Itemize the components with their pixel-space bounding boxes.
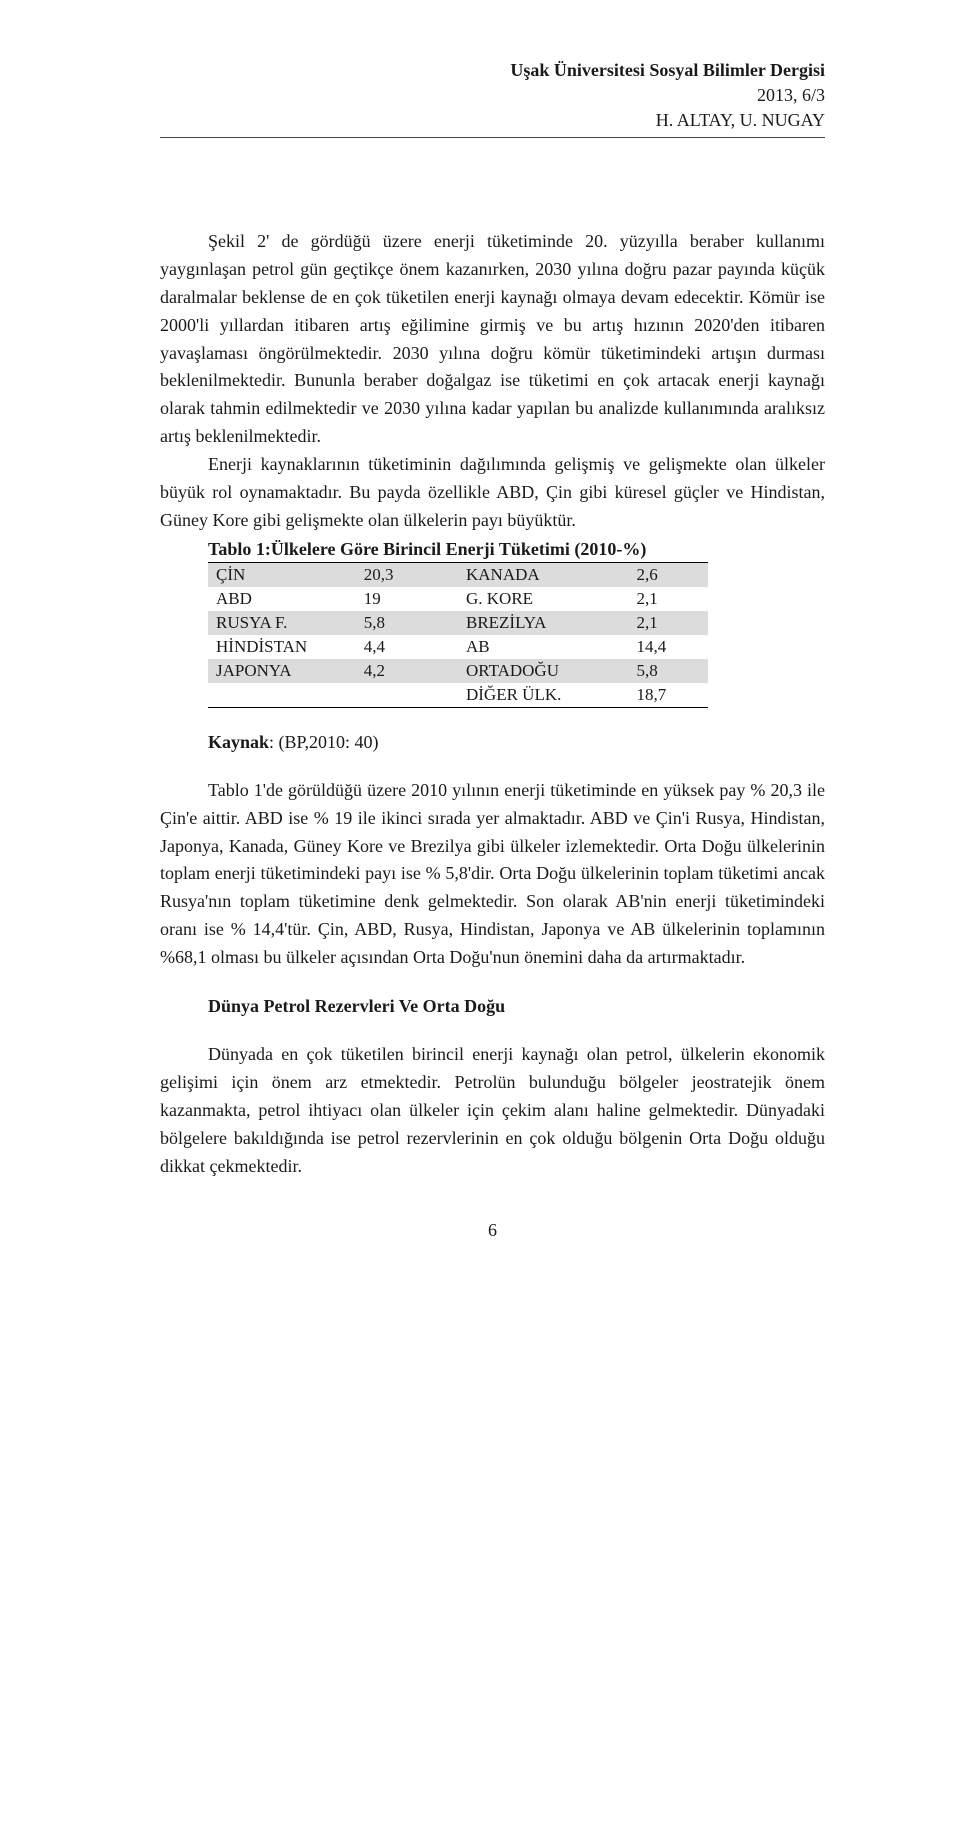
- country-2: DİĞER ÜLK.: [458, 683, 628, 708]
- country-1: HİNDİSTAN: [208, 635, 356, 659]
- country-1: JAPONYA: [208, 659, 356, 683]
- value-2: 2,1: [628, 611, 708, 635]
- source-value: : (BP,2010: 40): [269, 732, 379, 752]
- country-1: ABD: [208, 587, 356, 611]
- authors: H. ALTAY, U. NUGAY: [160, 110, 825, 131]
- table-row: JAPONYA4,2ORTADOĞU5,8: [208, 659, 708, 683]
- value-2: 2,6: [628, 562, 708, 587]
- value-2: 2,1: [628, 587, 708, 611]
- table-row: DİĞER ÜLK.18,7: [208, 683, 708, 708]
- country-2: G. KORE: [458, 587, 628, 611]
- subheading-petrol: Dünya Petrol Rezervleri Ve Orta Doğu: [208, 996, 825, 1017]
- value-2: 14,4: [628, 635, 708, 659]
- paragraph-2: Enerji kaynaklarının tüketiminin dağılım…: [160, 451, 825, 535]
- header-divider: [160, 137, 825, 138]
- country-2: KANADA: [458, 562, 628, 587]
- table-row: HİNDİSTAN4,4AB14,4: [208, 635, 708, 659]
- paragraph-1: Şekil 2' de gördüğü üzere enerji tüketim…: [160, 228, 825, 451]
- value-1: [356, 683, 458, 708]
- country-1: RUSYA F.: [208, 611, 356, 635]
- value-1: 4,2: [356, 659, 458, 683]
- value-1: 19: [356, 587, 458, 611]
- journal-title: Uşak Üniversitesi Sosyal Bilimler Dergis…: [160, 60, 825, 81]
- value-1: 5,8: [356, 611, 458, 635]
- table-row: ÇİN20,3KANADA2,6: [208, 562, 708, 587]
- value-2: 5,8: [628, 659, 708, 683]
- page-number: 6: [160, 1220, 825, 1241]
- page-header: Uşak Üniversitesi Sosyal Bilimler Dergis…: [160, 60, 825, 131]
- paragraph-4: Dünyada en çok tüketilen birincil enerji…: [160, 1041, 825, 1180]
- table-row: RUSYA F.5,8BREZİLYA2,1: [208, 611, 708, 635]
- country-2: AB: [458, 635, 628, 659]
- table-source: Kaynak: (BP,2010: 40): [208, 732, 825, 753]
- value-2: 18,7: [628, 683, 708, 708]
- country-2: ORTADOĞU: [458, 659, 628, 683]
- table-row: ABD19G. KORE2,1: [208, 587, 708, 611]
- country-2: BREZİLYA: [458, 611, 628, 635]
- value-1: 20,3: [356, 562, 458, 587]
- paragraph-3: Tablo 1'de görüldüğü üzere 2010 yılının …: [160, 777, 825, 972]
- value-1: 4,4: [356, 635, 458, 659]
- country-1: ÇİN: [208, 562, 356, 587]
- country-1: [208, 683, 356, 708]
- table-caption: Tablo 1:Ülkelere Göre Birincil Enerji Tü…: [208, 539, 825, 560]
- source-label: Kaynak: [208, 732, 269, 752]
- page-content: Uşak Üniversitesi Sosyal Bilimler Dergis…: [0, 0, 960, 1281]
- energy-consumption-table: ÇİN20,3KANADA2,6ABD19G. KORE2,1RUSYA F.5…: [208, 562, 708, 708]
- journal-issue: 2013, 6/3: [160, 85, 825, 106]
